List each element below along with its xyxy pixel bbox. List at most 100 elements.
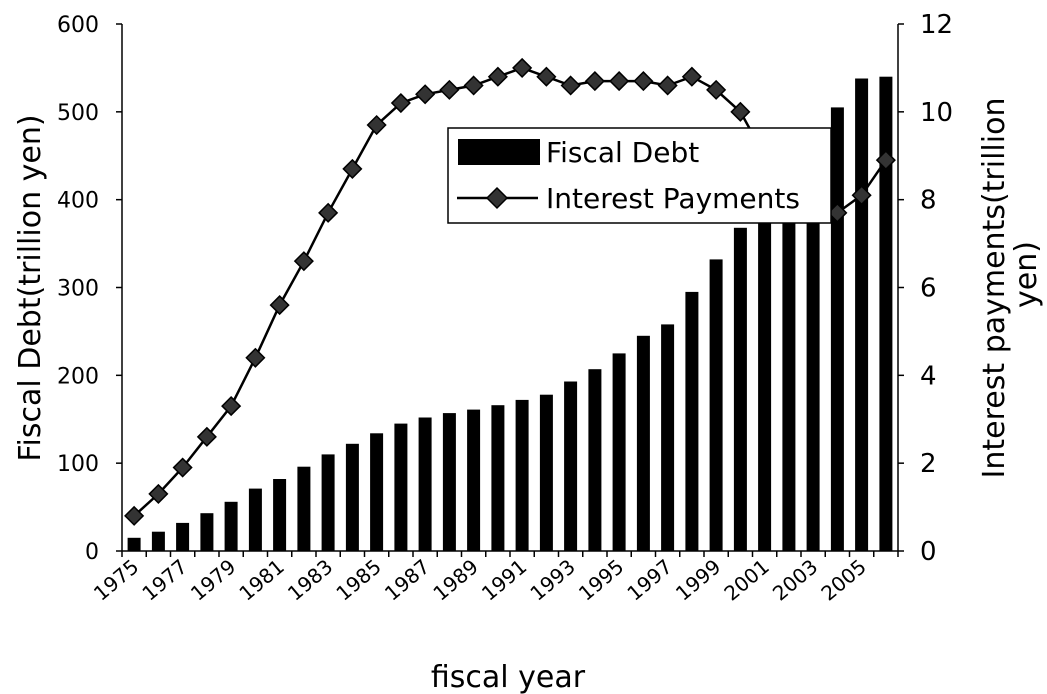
bar-1989 [467,409,481,551]
x-tick-label-2001: 2001 [719,554,773,605]
point-1984 [342,158,363,179]
point-1978 [196,426,217,447]
bar-1983 [321,454,335,551]
right-tick-label-0: 0 [920,537,937,567]
bar-1994 [588,369,602,551]
x-tick-label-1999: 1999 [671,554,725,605]
bar-1985 [370,433,384,551]
bar-1976 [151,531,165,551]
legend-swatch-fiscal-debt [458,139,540,165]
x-tick-label-1995: 1995 [574,554,628,605]
right-tick-label-10: 10 [920,98,953,128]
point-1985 [366,114,387,136]
point-1996 [633,71,654,92]
left-tick-label-0: 0 [85,540,99,565]
bar-1978 [200,513,214,551]
bar-1975 [127,537,141,551]
point-1988 [439,79,460,100]
bar-2004 [830,107,844,552]
x-tick-label-1983: 1983 [283,554,337,605]
axes [116,23,904,557]
left-tick-label-300: 300 [57,277,99,302]
point-1990 [487,66,508,87]
bar-2000 [733,227,747,552]
x-tick-label-1991: 1991 [477,554,531,605]
point-1983 [318,202,339,223]
bar-1997 [661,324,675,551]
legend-label-fiscal-debt: Fiscal Debt [546,136,699,169]
x-tick-label-1997: 1997 [622,554,676,605]
bar-1982 [297,466,311,551]
bar-1984 [345,443,359,551]
left-y-axis-title: Fiscal Debt(trillion yen) [13,114,48,461]
bar-2001 [758,206,772,551]
point-1980 [245,347,266,368]
bar-1999 [709,259,723,551]
right-tick-label-12: 12 [920,10,953,40]
x-tick-label-2003: 2003 [768,554,822,605]
point-1998 [681,66,702,87]
legend: Fiscal Debt Interest Payments [447,127,832,224]
x-tick-label-1993: 1993 [525,554,579,605]
bar-1998 [685,291,699,551]
point-1993 [560,75,581,96]
bar-1988 [442,413,456,551]
point-1989 [463,75,484,96]
right-tick-label-4: 4 [920,361,937,391]
legend-marker-interest-payments [485,186,509,210]
bar-2005 [855,78,869,551]
point-1981 [269,295,290,316]
point-1997 [657,75,678,96]
bar-1993 [564,381,578,551]
bar-1991 [515,399,529,551]
bar-1986 [394,423,408,551]
right-y-axis-title-line-1: yen) [1009,241,1044,308]
bar-2002 [782,181,796,551]
left-tick-label-400: 400 [57,189,99,214]
point-1982 [293,251,314,272]
left-tick-label-200: 200 [57,364,99,389]
bar-1977 [176,522,190,551]
point-1977 [172,457,193,478]
x-axis-title: fiscal year [431,660,586,694]
point-2005 [851,185,872,206]
point-1992 [536,66,557,87]
right-tick-label-2: 2 [920,449,937,479]
right-tick-label-6: 6 [920,274,937,304]
x-tick-label-2005: 2005 [816,554,870,605]
point-1991 [512,57,533,78]
point-1979 [221,396,242,417]
bar-1995 [612,353,626,551]
left-tick-label-100: 100 [57,452,99,477]
bar-1980 [248,488,262,551]
x-tick-label-1985: 1985 [331,554,385,605]
x-tick-label-1977: 1977 [137,554,191,605]
point-1987 [415,84,436,105]
bar-1981 [273,479,287,551]
point-1994 [584,71,605,92]
right-tick-label-8: 8 [920,186,937,216]
bar-2006 [879,76,893,551]
point-1975 [124,505,145,526]
x-tick-label-1981: 1981 [234,554,288,605]
bar-2003 [806,149,820,551]
left-tick-label-500: 500 [57,101,99,126]
x-tick-label-1987: 1987 [380,554,434,605]
point-1995 [609,71,630,92]
bar-1996 [636,335,650,551]
x-tick-label-1979: 1979 [186,554,240,605]
bar-1979 [224,501,238,551]
x-tick-label-1989: 1989 [428,554,482,605]
left-tick-label-600: 600 [57,13,99,38]
bar-1987 [418,417,432,551]
point-1986 [390,92,411,114]
right-y-axis-title-line-0: Interest payments(trillion [977,98,1012,479]
bar-1992 [539,394,553,551]
point-2006 [875,150,896,171]
bar-1990 [491,405,505,551]
legend-label-interest-payments: Interest Payments [546,182,800,215]
point-2000 [730,101,751,122]
